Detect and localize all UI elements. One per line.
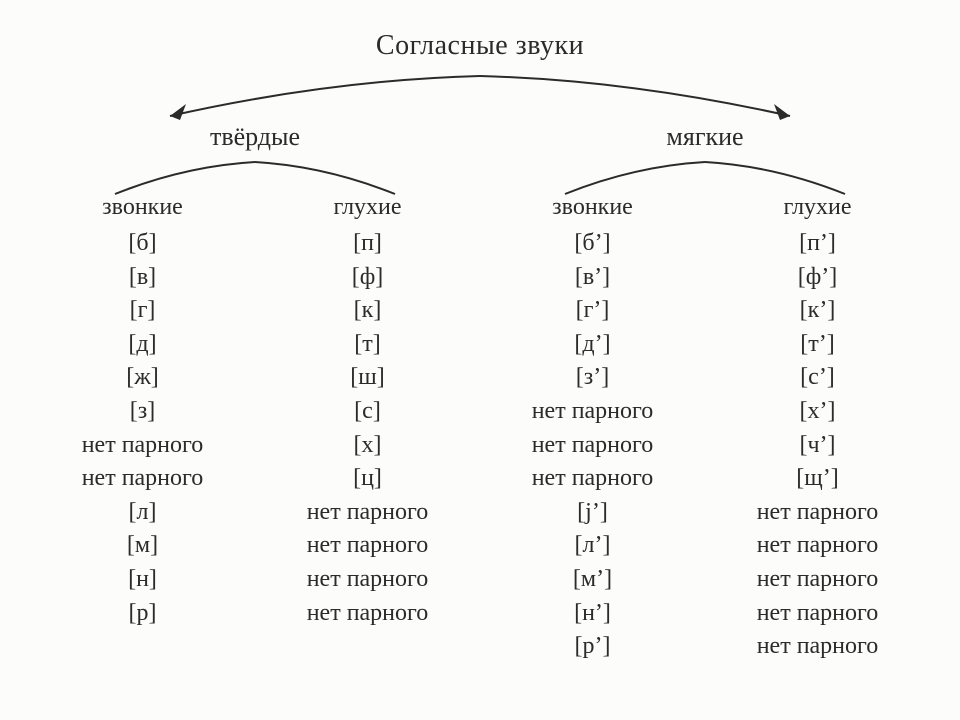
list-item: [н] — [34, 563, 251, 597]
list-item: нет парного — [34, 462, 251, 496]
list-item: [н’] — [484, 597, 701, 631]
list-item: [ч’] — [709, 429, 926, 463]
list-item: нет парного — [709, 563, 926, 597]
list-item: нет парного — [709, 597, 926, 631]
list-item: [п] — [259, 227, 476, 261]
group-soft-label: мягкие — [480, 122, 930, 152]
columns-container: звонкие [б] [в] [г] [д] [ж] [з] нет парн… — [30, 194, 930, 664]
list-item: [м’] — [484, 563, 701, 597]
col-soft-voiced: звонкие [б’] [в’] [г’] [д’] [з’] нет пар… — [480, 194, 705, 664]
list-item: [в] — [34, 261, 251, 295]
page-title: Согласные звуки — [30, 30, 930, 62]
list-item: [г’] — [484, 294, 701, 328]
list-item: [в’] — [484, 261, 701, 295]
list-item: нет парного — [484, 395, 701, 429]
col-soft-voiced-header: звонкие — [484, 194, 701, 221]
mid-groups-row: твёрдые мягкие — [30, 122, 930, 200]
diagram-root: Согласные звуки твёрдые мягкие звонкие — [0, 0, 960, 720]
list-item: [п’] — [709, 227, 926, 261]
list-item: [д] — [34, 328, 251, 362]
list-item: [ц] — [259, 462, 476, 496]
list-item: [л] — [34, 496, 251, 530]
list-item: [х] — [259, 429, 476, 463]
list-item: нет парного — [484, 462, 701, 496]
list-item: нет парного — [34, 429, 251, 463]
list-item: нет парного — [259, 496, 476, 530]
list-item: [х’] — [709, 395, 926, 429]
list-item: [л’] — [484, 529, 701, 563]
list-item: нет парного — [709, 496, 926, 530]
list-item: [ш] — [259, 361, 476, 395]
list-item: [ф] — [259, 261, 476, 295]
list-item: [щ’] — [709, 462, 926, 496]
list-item: [з] — [34, 395, 251, 429]
col-hard-voiced: звонкие [б] [в] [г] [д] [ж] [з] нет парн… — [30, 194, 255, 664]
col-soft-voiceless-header: глухие — [709, 194, 926, 221]
list-item: [б’] — [484, 227, 701, 261]
list-item: [т] — [259, 328, 476, 362]
list-item: [б] — [34, 227, 251, 261]
top-split-arrow — [130, 68, 830, 128]
group-hard: твёрдые — [30, 122, 480, 200]
group-hard-label: твёрдые — [30, 122, 480, 152]
list-item: [ж] — [34, 361, 251, 395]
list-item: нет парного — [484, 429, 701, 463]
list-item: [j’] — [484, 496, 701, 530]
list-item: нет парного — [259, 529, 476, 563]
list-item: [к’] — [709, 294, 926, 328]
list-item: [з’] — [484, 361, 701, 395]
list-item: нет парного — [709, 630, 926, 664]
col-hard-voiceless-header: глухие — [259, 194, 476, 221]
list-item: нет парного — [709, 529, 926, 563]
list-item: [к] — [259, 294, 476, 328]
list-item: [р] — [34, 597, 251, 631]
list-item: [д’] — [484, 328, 701, 362]
list-item: [м] — [34, 529, 251, 563]
list-item: [р’] — [484, 630, 701, 664]
col-hard-voiced-header: звонкие — [34, 194, 251, 221]
col-soft-voiceless: глухие [п’] [ф’] [к’] [т’] [с’] [х’] [ч’… — [705, 194, 930, 664]
list-item: [т’] — [709, 328, 926, 362]
list-item: [с] — [259, 395, 476, 429]
group-soft: мягкие — [480, 122, 930, 200]
list-item: [г] — [34, 294, 251, 328]
list-item: нет парного — [259, 597, 476, 631]
col-hard-voiceless: глухие [п] [ф] [к] [т] [ш] [с] [х] [ц] н… — [255, 194, 480, 664]
list-item: [ф’] — [709, 261, 926, 295]
list-item: [с’] — [709, 361, 926, 395]
list-item: нет парного — [259, 563, 476, 597]
